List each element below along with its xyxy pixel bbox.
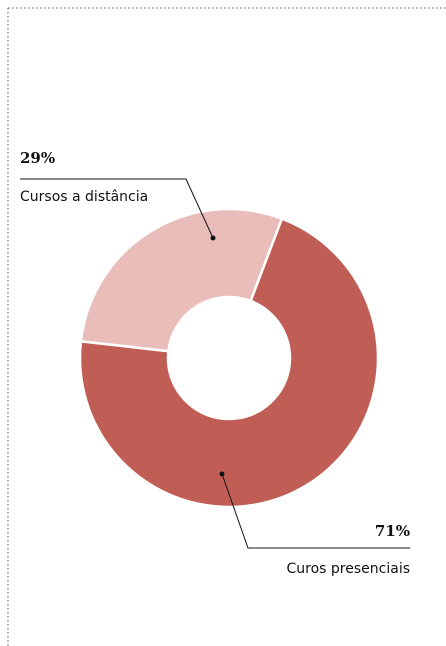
leader-dot <box>210 235 216 241</box>
leader-line <box>20 178 214 239</box>
donut-slice <box>79 207 284 353</box>
callout-0: 29% Cursos a distância <box>20 149 216 241</box>
category-label: Curos presenciais <box>287 561 410 577</box>
leader-dot <box>219 471 225 477</box>
donut-slice <box>78 217 380 509</box>
leader-line <box>221 473 410 549</box>
donut <box>78 207 380 509</box>
value-label: 29% <box>20 149 55 167</box>
category-label: Cursos a distância <box>20 189 148 205</box>
callout-1: 71% Curos presenciais <box>219 471 410 577</box>
value-label: 71% <box>375 522 410 540</box>
